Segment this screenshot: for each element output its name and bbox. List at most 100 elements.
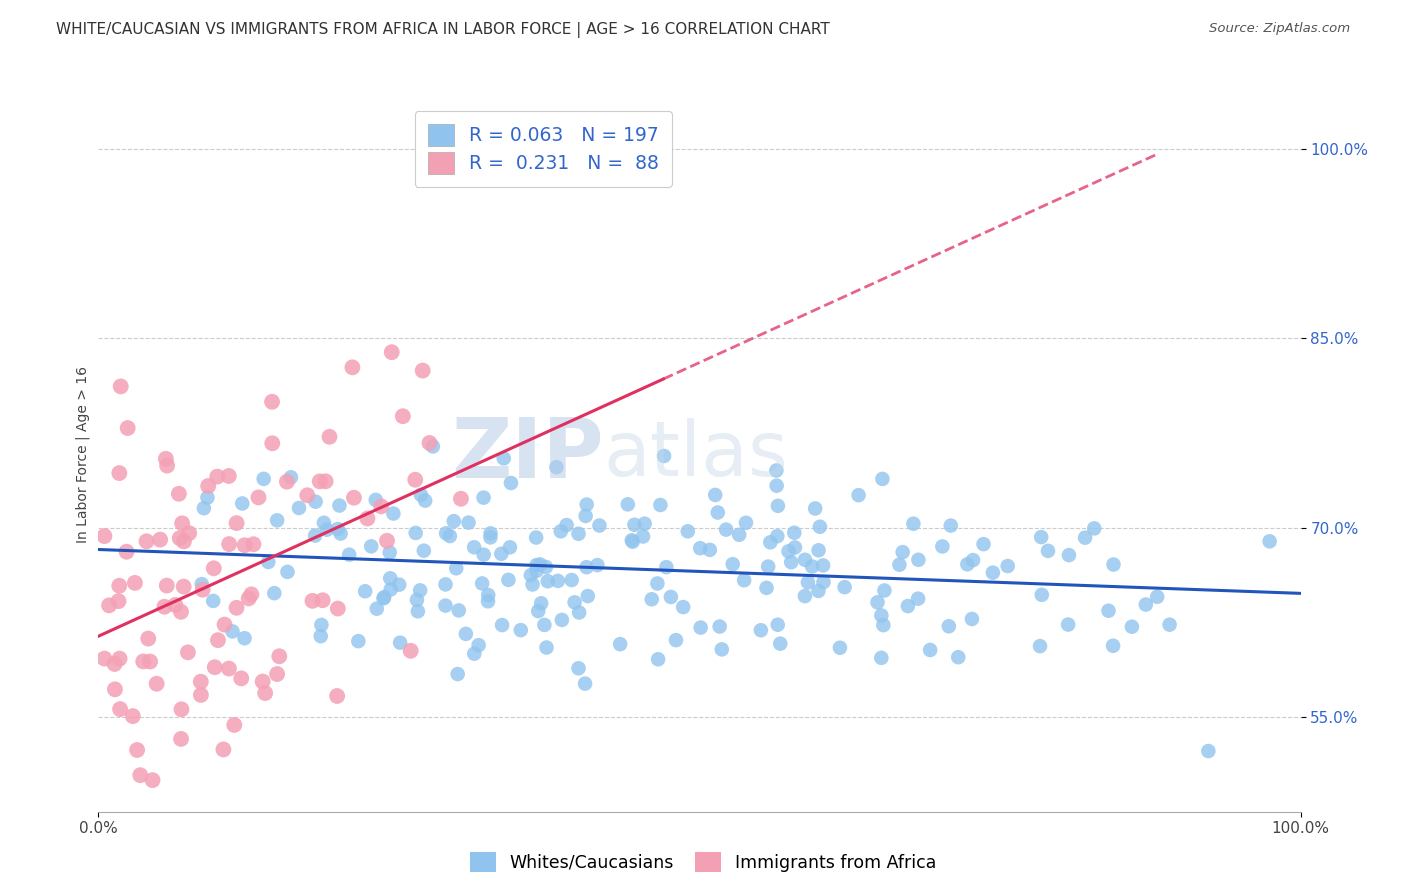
Point (709, 619, 731, 633)
Point (380, 571, 402, 585)
Point (326, 601, 349, 615)
Point (794, 553, 817, 567)
Legend: Whites/Caucasians, Immigrants from Africa: Whites/Caucasians, Immigrants from Afric… (463, 845, 943, 879)
Point (631, 529, 654, 543)
Point (413, 493, 436, 508)
Point (707, 506, 730, 520)
Point (828, 640, 851, 655)
Point (412, 543, 434, 558)
Point (769, 637, 792, 651)
Point (269, 649, 291, 664)
Point (520, 568, 543, 582)
Point (962, 553, 984, 567)
Point (170, 605, 193, 619)
Text: atlas: atlas (603, 418, 789, 491)
Point (406, 604, 429, 618)
Point (191, 582, 214, 597)
Point (439, 529, 461, 543)
Point (749, 624, 772, 638)
Point (676, 524, 699, 539)
Point (347, 634, 370, 648)
Point (380, 582, 402, 597)
Point (389, 635, 412, 649)
Point (609, 637, 631, 651)
Point (981, 566, 1004, 580)
Point (766, 617, 789, 632)
Point (190, 688, 212, 702)
Point (311, 593, 333, 607)
Point (304, 494, 326, 508)
Point (155, 451, 177, 466)
Point (537, 574, 560, 589)
Point (1159, 617, 1181, 632)
Point (1135, 598, 1157, 612)
Point (1057, 548, 1080, 562)
Point (765, 463, 787, 477)
Point (1097, 604, 1119, 618)
Point (312, 516, 335, 530)
Point (689, 541, 711, 556)
Point (231, 496, 253, 510)
Point (145, 676, 167, 690)
Point (240, 587, 263, 601)
Point (891, 545, 914, 559)
Point (202, 561, 225, 575)
Point (939, 518, 962, 533)
Point (808, 520, 831, 534)
Point (252, 674, 274, 689)
Point (530, 596, 553, 610)
Point (1102, 639, 1125, 653)
Point (288, 500, 311, 515)
Point (382, 507, 405, 521)
Point (197, 479, 219, 493)
Point (647, 576, 669, 591)
Point (665, 633, 688, 648)
Point (108, 579, 131, 593)
Point (561, 573, 583, 587)
Point (342, 360, 364, 375)
Point (221, 624, 243, 639)
Point (575, 508, 598, 523)
Point (169, 531, 191, 545)
Point (141, 773, 163, 788)
Point (156, 458, 179, 473)
Point (471, 576, 494, 591)
Point (165, 598, 187, 612)
Point (807, 543, 830, 558)
Y-axis label: In Labor Force | Age > 16: In Labor Force | Age > 16 (76, 367, 90, 543)
Point (204, 660, 226, 674)
Point (728, 528, 751, 542)
Point (568, 606, 591, 620)
Point (655, 560, 678, 574)
Point (360, 540, 382, 554)
Point (124, 575, 146, 590)
Point (212, 742, 235, 756)
Point (260, 394, 283, 409)
Point (329, 526, 352, 541)
Point (931, 540, 953, 554)
Point (121, 709, 143, 723)
Point (633, 516, 655, 531)
Point (356, 511, 378, 525)
Point (254, 686, 277, 700)
Point (533, 618, 555, 632)
Point (315, 475, 337, 489)
Point (897, 599, 920, 613)
Point (373, 591, 395, 605)
Point (492, 451, 515, 466)
Point (467, 638, 489, 652)
Point (177, 645, 200, 659)
Point (170, 731, 193, 746)
Point (1031, 588, 1053, 602)
Point (172, 516, 194, 531)
Point (399, 644, 422, 658)
Point (354, 584, 377, 599)
Point (811, 558, 834, 573)
Point (304, 528, 326, 542)
Point (756, 559, 779, 574)
Point (780, 555, 803, 569)
Point (834, 580, 856, 594)
Point (280, 470, 302, 484)
Point (218, 537, 240, 551)
Point (135, 534, 157, 549)
